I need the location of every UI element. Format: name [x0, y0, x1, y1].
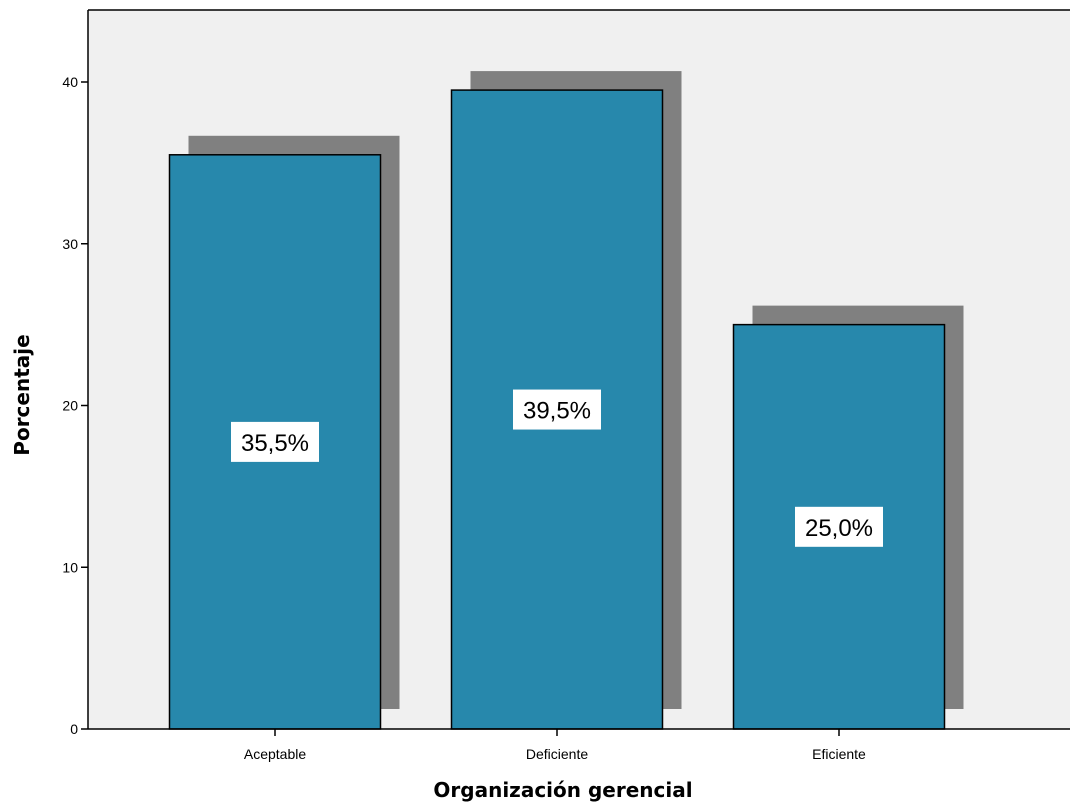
x-tick-label: Eficiente	[812, 746, 866, 762]
data-label: 39,5%	[523, 398, 591, 425]
data-label-box	[513, 389, 601, 430]
y-tick-label: 40	[62, 74, 78, 90]
data-label-box	[795, 506, 883, 547]
data-label-box	[231, 421, 319, 462]
data-label: 25,0%	[805, 515, 873, 542]
y-tick-label: 30	[62, 236, 78, 252]
y-axis-title: Porcentaje	[10, 334, 34, 455]
data-label: 35,5%	[241, 430, 309, 457]
x-tick-label: Deficiente	[526, 746, 588, 762]
y-tick-label: 10	[62, 559, 78, 575]
y-tick-label: 20	[62, 398, 78, 414]
x-axis-title: Organización gerencial	[433, 778, 692, 802]
y-tick-label: 0	[70, 721, 78, 737]
x-tick-label: Aceptable	[244, 746, 306, 762]
